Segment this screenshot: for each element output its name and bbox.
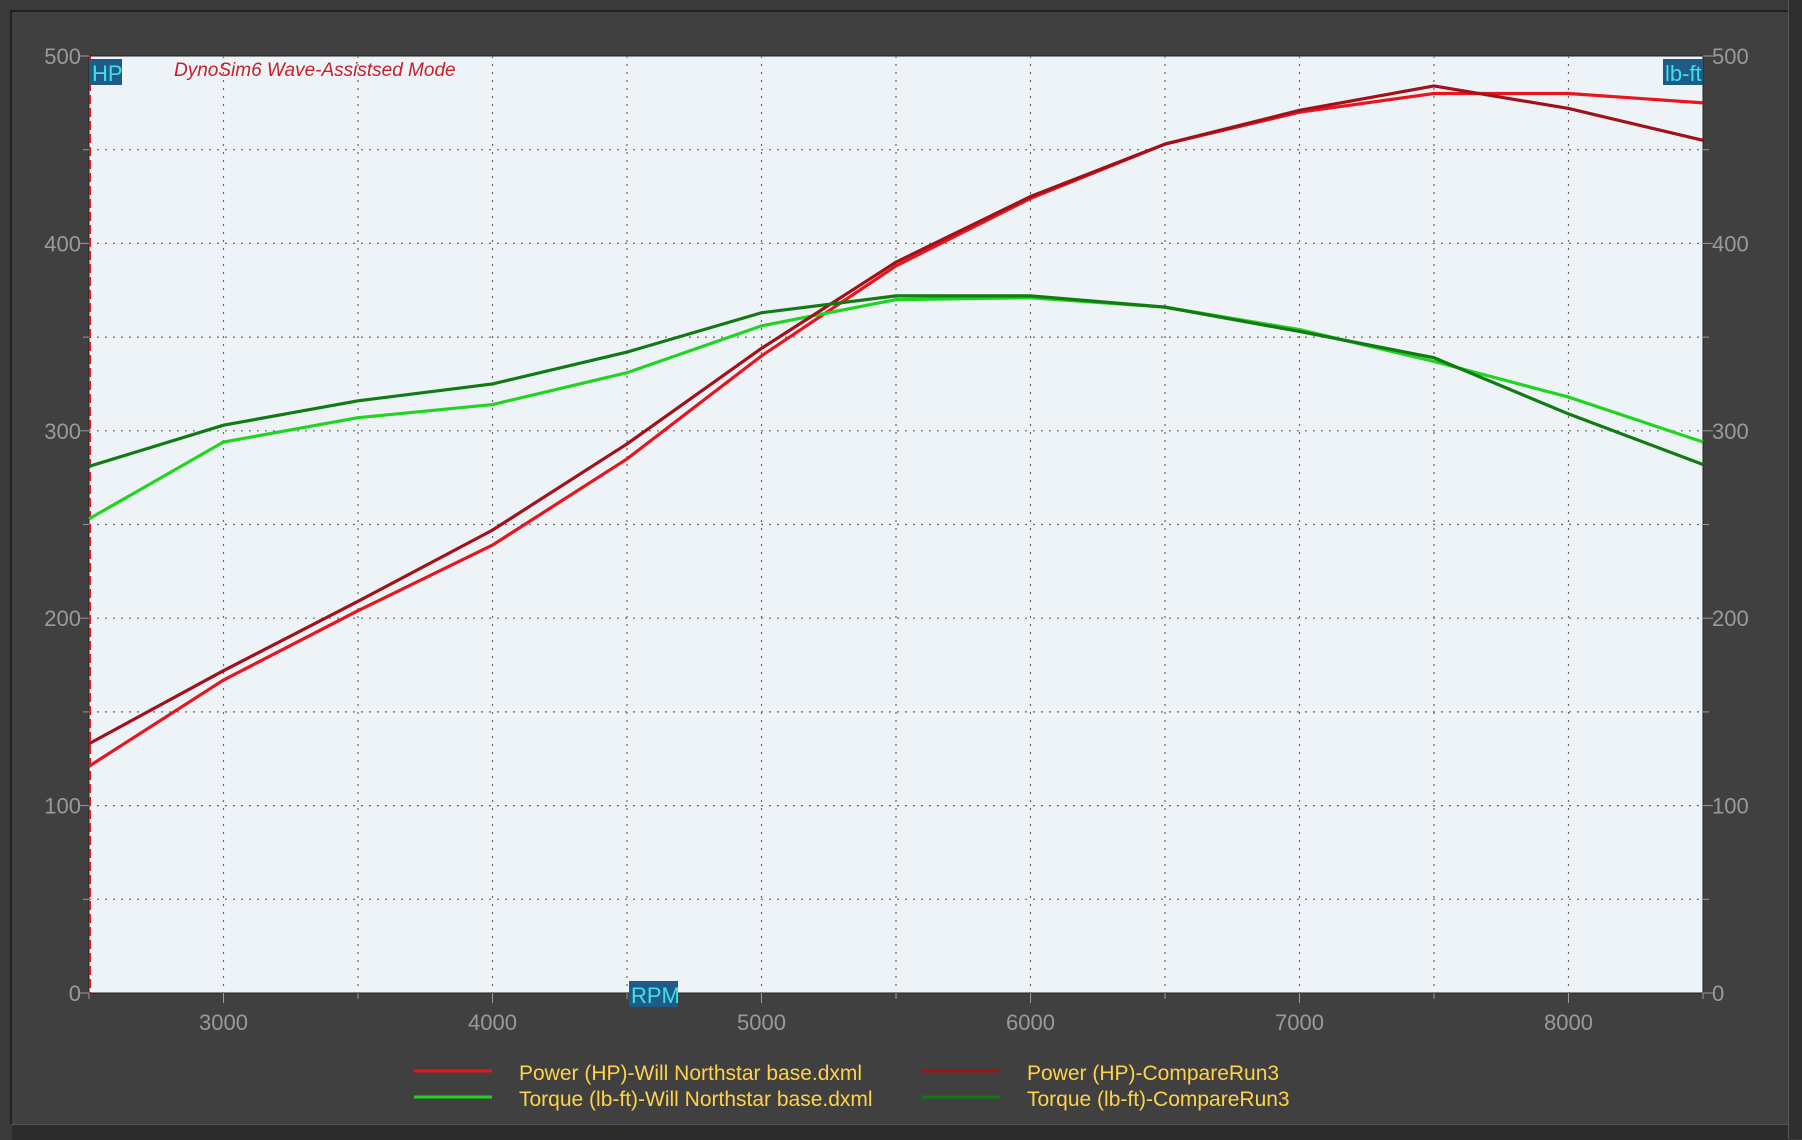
hp-axis-label-text: HP	[92, 61, 123, 86]
x-tick-label: 7000	[1275, 1010, 1324, 1035]
y-tick-label-right: 300	[1712, 419, 1749, 444]
hp-axis-label: HP	[89, 59, 123, 86]
x-tick-label: 6000	[1006, 1010, 1055, 1035]
plot-area	[89, 56, 1703, 993]
x-tick-label: 4000	[468, 1010, 517, 1035]
y-tick-label-left: 100	[44, 794, 81, 819]
legend-label-torque-compare: Torque (lb-ft)-CompareRun3	[1027, 1088, 1290, 1111]
legend-label-power-base: Power (HP)-Will Northstar base.dxml	[519, 1062, 862, 1085]
y-tick-labels-right: 0 100 200 300 400 500	[1712, 44, 1749, 1006]
legend-label-power-compare: Power (HP)-CompareRun3	[1027, 1062, 1279, 1085]
lbft-axis-label-text: lb-ft	[1665, 61, 1702, 86]
y-tick-label-left: 0	[69, 981, 81, 1006]
x-tick-label: 8000	[1544, 1010, 1593, 1035]
y-tick-label-right: 200	[1712, 606, 1749, 631]
x-tick-label: 3000	[199, 1010, 248, 1035]
x-tick-label: 5000	[737, 1010, 786, 1035]
rpm-axis-label: RPM	[629, 981, 680, 1008]
y-tick-labels-left: 0 100 200 300 400 500	[44, 44, 81, 1006]
legend-label-torque-base: Torque (lb-ft)-Will Northstar base.dxml	[519, 1088, 873, 1111]
legend: Power (HP)-Will Northstar base.dxml Torq…	[414, 1062, 1290, 1111]
y-tick-label-left: 500	[44, 44, 81, 69]
y-tick-label-right: 0	[1712, 981, 1724, 1006]
y-tick-label-left: 200	[44, 606, 81, 631]
x-tick-labels: 3000 4000 5000 6000 7000 8000	[199, 1010, 1593, 1035]
lbft-axis-label: lb-ft	[1663, 59, 1703, 86]
y-tick-label-left: 400	[44, 231, 81, 256]
y-tick-label-right: 100	[1712, 794, 1749, 819]
y-tick-label-left: 300	[44, 419, 81, 444]
y-tick-label-right: 400	[1712, 231, 1749, 256]
y-tick-label-right: 500	[1712, 44, 1749, 69]
chart-title: DynoSim6 Wave-Assistsed Mode	[174, 60, 456, 81]
rpm-axis-label-text: RPM	[631, 983, 680, 1008]
